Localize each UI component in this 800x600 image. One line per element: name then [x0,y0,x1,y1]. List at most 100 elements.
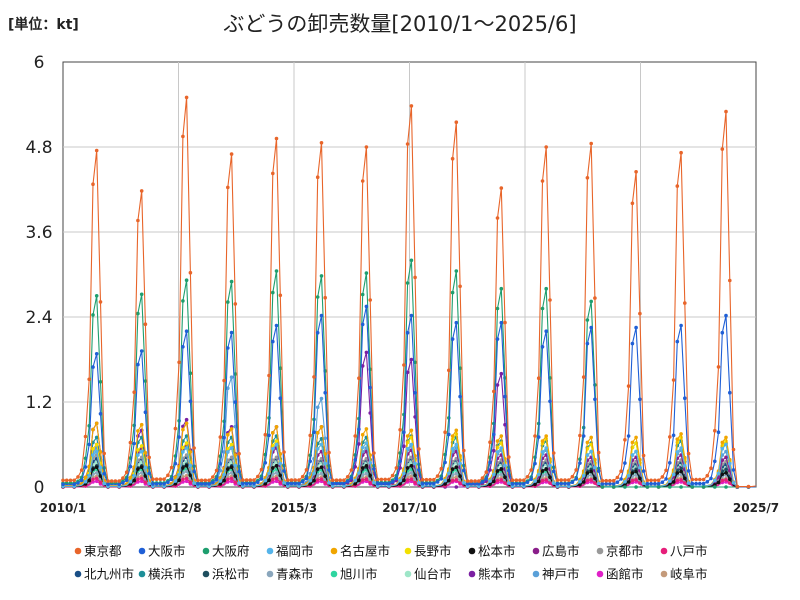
series-0-point [117,479,121,483]
series-1-point [514,482,519,486]
series-6-point [364,464,369,468]
series-3-point [319,442,324,447]
series-0-point [488,440,492,445]
series-9-point [503,481,507,485]
series-18-point [229,479,234,484]
series-1-point [132,441,136,446]
series-1-point [402,430,406,435]
series-0-point [304,468,309,472]
series-1-point [409,313,414,318]
series-6-point [503,475,507,480]
series-0-point [638,311,642,316]
series-3-point [507,481,511,485]
series-3-point [679,446,683,450]
series-6-point [488,482,492,487]
series-1-point [649,481,653,486]
series-3-point [413,461,417,466]
series-18-point [274,479,279,484]
series-2-point [668,485,672,489]
series-1-point [368,385,373,390]
x-tick-labels: 2010/1 2012/8 2015/3 2017/10 2020/5 2022/12 20… [40,501,779,515]
series-1-point [98,412,103,416]
series-3-point [668,479,672,483]
series-3-point [271,447,275,451]
series-3-point [267,471,271,476]
series-0-point [259,467,264,472]
series-1-point [462,468,466,473]
series-0-point [244,478,249,482]
legend-marker [596,547,604,555]
series-6-point [233,474,238,478]
series-0-point [683,301,687,305]
series-6-point [173,482,178,486]
series-0-point [503,320,507,325]
series-0-point [473,479,477,483]
y-tick-label: 4.8 [25,138,52,158]
series-1-point [566,482,571,486]
series-1-point [671,433,676,438]
series-3-point [683,463,687,468]
series-3-point [375,484,380,488]
series-6-point [634,469,638,474]
series-2-point [690,485,695,489]
series-1-point [413,390,417,395]
series-0-point [207,478,211,483]
series-0-point [124,470,129,475]
series-1-point [121,481,125,485]
series-1-point [454,320,459,325]
series-9-point [675,478,680,483]
series-0-point [679,150,683,155]
series-2-point [319,274,324,278]
series-0-point [94,148,99,153]
series-0-point [518,478,522,483]
series-6-point [271,466,275,470]
series-1-point [447,432,451,437]
series-4-point [278,452,283,456]
series-2-point [454,269,459,273]
series-3-point [555,484,560,489]
series-5-point [184,441,189,445]
series-6-point [544,467,548,472]
series-1-point [233,400,238,404]
series-3-point [128,479,133,484]
series-6-point [454,465,459,470]
series-6-point [229,465,234,470]
series-3-point [641,481,646,486]
series-0-point [102,451,106,456]
series-6-point [716,480,721,485]
series-1-point [492,432,496,437]
series-0-point [211,475,215,479]
series-0-point [241,478,245,482]
x-tick-label: 2020/5 [502,501,548,515]
series-0-point [731,447,736,452]
series-1-point [713,459,717,464]
series-9-point [278,480,283,485]
series-18-point [184,479,189,484]
series-0-point [705,473,710,478]
series-9-point [409,477,414,482]
series-3-point [184,446,189,450]
series-0-point [480,476,485,480]
series-9-point [271,477,275,482]
series-4-point [720,440,725,445]
series-0-point [686,451,691,456]
series-0-point [608,478,612,483]
series-17-point [323,436,328,441]
series-1-point [379,481,384,486]
series-16-point [488,468,492,472]
series-9-point [319,477,324,482]
series-9-point [226,477,230,482]
x-tick-label: 2010/1 [40,501,86,515]
legend-marker [532,570,540,578]
series-6-point [184,464,189,468]
series-6-point [671,480,676,484]
series-1-point [207,482,211,486]
x-tick-label: 2015/3 [271,501,317,515]
series-3-point [278,461,283,466]
series-6-point [136,467,140,471]
legend-label: 浜松市 [212,567,250,582]
series-9-point [368,480,373,485]
legend-marker [468,570,476,578]
series-0-point [255,474,260,479]
series-0-point [716,365,721,369]
